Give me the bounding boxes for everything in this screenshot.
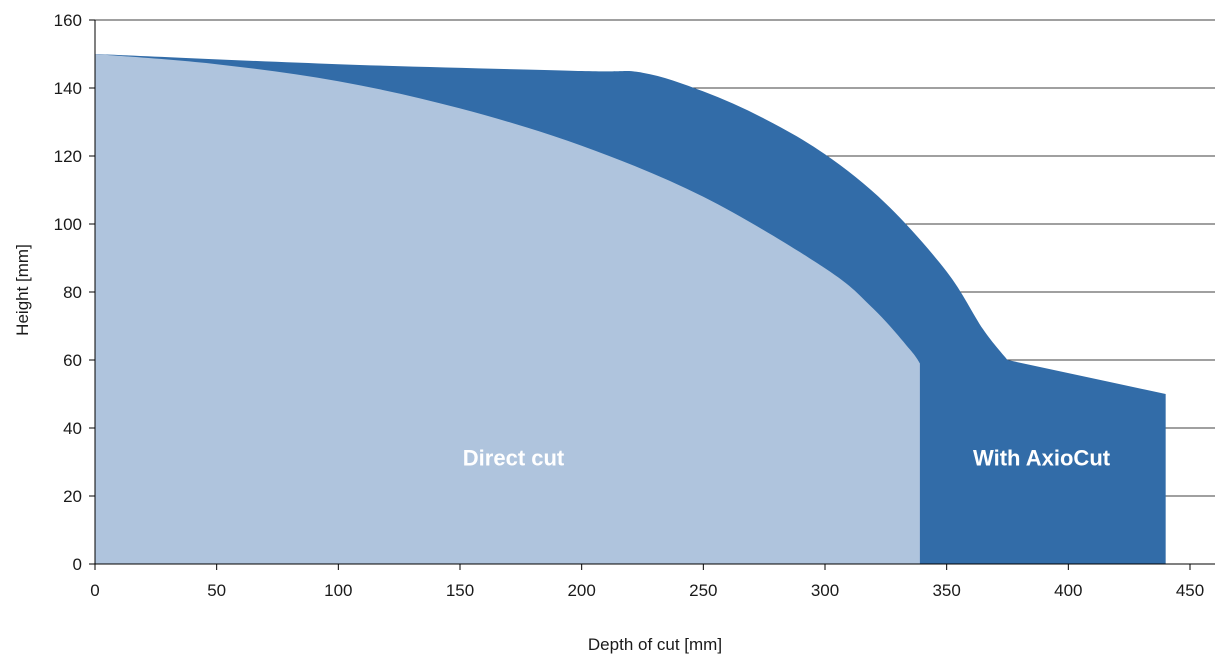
x-tick-label-200: 200 bbox=[567, 581, 595, 600]
x-tick-label-400: 400 bbox=[1054, 581, 1082, 600]
area-series bbox=[95, 54, 1166, 564]
x-tick-label-250: 250 bbox=[689, 581, 717, 600]
area-labels: Direct cut With AxioCut bbox=[463, 445, 1111, 470]
y-tick-label-0: 0 bbox=[73, 555, 82, 574]
area-direct-cut bbox=[95, 54, 920, 564]
y-tick-label-140: 140 bbox=[54, 79, 82, 98]
y-ticks: 0 20 40 60 80 100 120 140 160 bbox=[54, 11, 95, 574]
y-tick-label-60: 60 bbox=[63, 351, 82, 370]
x-tick-label-0: 0 bbox=[90, 581, 99, 600]
x-tick-label-100: 100 bbox=[324, 581, 352, 600]
x-tick-label-300: 300 bbox=[811, 581, 839, 600]
y-tick-label-40: 40 bbox=[63, 419, 82, 438]
x-tick-label-50: 50 bbox=[207, 581, 226, 600]
x-tick-label-350: 350 bbox=[932, 581, 960, 600]
x-ticks: 0 50 100 150 200 250 300 350 400 450 bbox=[90, 564, 1204, 600]
y-tick-label-20: 20 bbox=[63, 487, 82, 506]
y-tick-label-120: 120 bbox=[54, 147, 82, 166]
series-label-direct-cut: Direct cut bbox=[463, 445, 565, 470]
y-tick-label-100: 100 bbox=[54, 215, 82, 234]
y-tick-label-80: 80 bbox=[63, 283, 82, 302]
y-tick-label-160: 160 bbox=[54, 11, 82, 30]
x-axis-title: Depth of cut [mm] bbox=[588, 635, 722, 654]
x-tick-label-450: 450 bbox=[1176, 581, 1204, 600]
series-label-with-axiocut: With AxioCut bbox=[973, 445, 1111, 470]
y-axis-title: Height [mm] bbox=[13, 244, 32, 336]
x-tick-label-150: 150 bbox=[446, 581, 474, 600]
